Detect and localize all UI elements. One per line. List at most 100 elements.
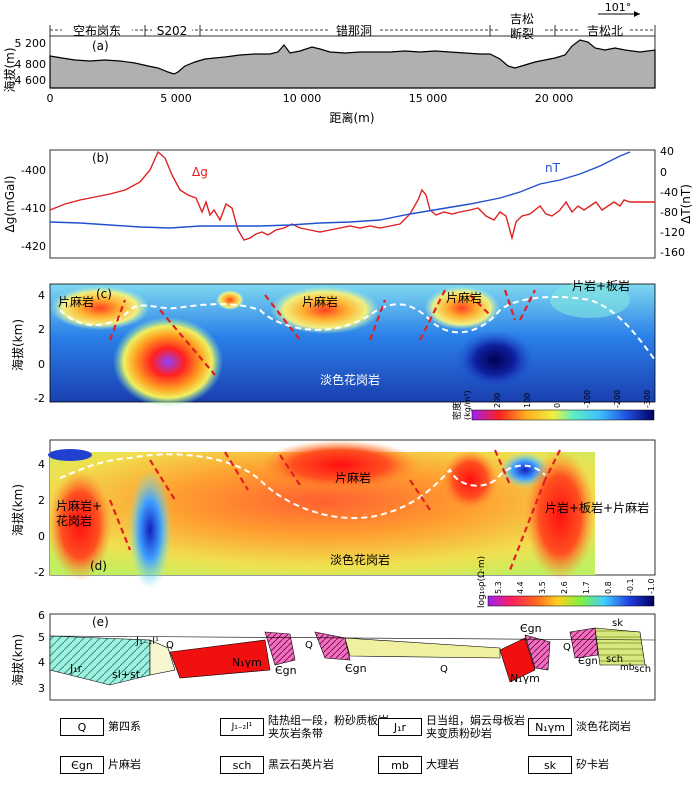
e-label-sch-1: sch: [606, 654, 623, 665]
unit-granite-2: [499, 637, 536, 683]
e-ytick: 3: [38, 682, 45, 695]
a-xtick: 10 000: [283, 92, 322, 105]
panel-d-label: (d): [90, 559, 107, 573]
b-ytick-right: -160: [660, 246, 685, 259]
region-cuonadong: 错那洞: [336, 24, 372, 38]
d-label-gneiss: 片麻岩: [335, 470, 371, 485]
e-label-q-2: Q: [305, 640, 313, 651]
panel-c-label: (c): [96, 287, 112, 301]
legend-text-j1r: 日当组，娟云母板岩 夹变质粉砂岩: [426, 714, 525, 740]
c-label-gneiss-3: 片麻岩: [446, 290, 482, 305]
density-colorbar: [471, 409, 655, 421]
panel-b-label: (b): [92, 151, 109, 165]
panel-b: (b) Δg(mGal) ΔT(nT) -400 -410 -420 40 0 …: [3, 145, 693, 259]
a-xtick: 5 000: [160, 92, 192, 105]
legend-swatch-gneiss: Єgn: [60, 756, 104, 774]
region-fault: 断裂: [510, 26, 534, 41]
legend-swatch-granite: N₁γm: [528, 718, 572, 736]
a-ytick: 4 600: [15, 74, 47, 87]
e-ytick: 4: [38, 656, 45, 669]
resistivity-colorbar: [487, 595, 655, 607]
b-ytick-left: -410: [21, 202, 46, 215]
c-cbar-tick: 0: [553, 403, 562, 408]
panel-d: (d) 片麻岩 片麻岩+ 花岗岩 片岩+板岩+片麻岩 淡色花岗岩 海拔(km) …: [10, 439, 656, 608]
legend-text-q: 第四系: [108, 720, 141, 733]
a-ytick: 5 200: [15, 37, 47, 50]
d-cbar-tick: 0.8: [604, 581, 613, 594]
b-ytick-right: -80: [660, 206, 678, 219]
b-ytick-left: -420: [21, 240, 46, 253]
panel-e-label: (e): [92, 615, 109, 629]
e-label-granite-1: N₁γm: [232, 656, 262, 669]
legend-swatch-q: Q: [60, 718, 104, 736]
d-ytick: 2: [38, 494, 45, 507]
c-cbar-tick: -100: [583, 390, 592, 408]
dg-series-label: Δg: [192, 165, 208, 179]
region-jisong-north: 吉松北: [587, 24, 623, 38]
e-ytick: 6: [38, 610, 45, 622]
b-ytick-right: -120: [660, 226, 685, 239]
nt-series-label: nT: [545, 161, 561, 175]
d-cbar-tick: 5.3: [494, 581, 503, 594]
dg-curve: [49, 150, 655, 241]
c-cbar-tick: -300: [643, 390, 652, 408]
unit-schist: [594, 627, 646, 666]
b-ylabel-right: ΔT(nT): [679, 184, 693, 224]
elevation-profile: [49, 39, 656, 89]
legend-text-gneiss: 片麻岩: [108, 758, 141, 771]
e-label-j1r: J₁r: [69, 662, 83, 675]
legend-swatch-j1r: J₁r: [378, 718, 422, 736]
d-label-schist-slate-gneiss: 片岩+板岩+片麻岩: [545, 500, 649, 515]
e-label-q-3: Q: [440, 664, 448, 675]
d-label-leucogranite: 淡色花岗岩: [330, 552, 390, 567]
d-label-gneiss-granite-2: 花岗岩: [56, 513, 92, 528]
e-label-q-4: Q: [563, 642, 571, 653]
c-label-gneiss-1: 片麻岩: [58, 294, 94, 309]
unit-granite-1: [169, 639, 271, 679]
c-colorbar-unit: (kg/m³): [463, 390, 472, 420]
region-jisong: 吉松: [510, 12, 534, 26]
e-label-sch-2: sch: [634, 664, 651, 675]
a-xlabel: 距离(m): [329, 110, 374, 125]
legend-swatch-sk: sk: [528, 756, 572, 774]
d-ytick: -2: [34, 566, 45, 579]
e-label-gneiss-4: Єgn: [578, 656, 598, 667]
unit-q-1: [344, 637, 501, 659]
unit-gneiss-4: [569, 627, 599, 659]
e-label-granite-2: N₁γm: [510, 672, 540, 685]
c-label-gneiss-2: 片麻岩: [302, 294, 338, 309]
panel-a-ylabel: 海拔(m): [2, 47, 17, 92]
c-colorbar-title: 密度: [451, 402, 463, 420]
d-cbar-tick: -1.0: [647, 578, 656, 594]
c-ytick: 4: [38, 289, 45, 302]
b-ytick-right: -40: [660, 186, 678, 199]
c-cbar-tick: -200: [613, 390, 622, 408]
c-cbar-tick: 100: [523, 393, 532, 408]
e-ylabel: 海拔(km): [10, 634, 25, 686]
d-cbar-tick: 3.5: [538, 581, 547, 594]
d-cbar-tick: 4.4: [516, 581, 525, 594]
panel-c: (c) 片麻岩 片麻岩 片麻岩 片岩+板岩 淡色花岗岩 海拔(km) 4 2 0…: [10, 280, 656, 421]
legend-swatch-j12l: J₁₋₂l¹: [220, 718, 264, 736]
c-label-schist-slate: 片岩+板岩: [572, 280, 630, 293]
e-label-slst: sl+st: [112, 668, 141, 681]
e-label-gneiss-2: Єgn: [345, 662, 367, 675]
region-s202: S202: [157, 24, 188, 38]
panel-e: (e) J₁r sl+st J₁₋₂l¹ Q N₁γm Єgn Q Єgn Q …: [10, 610, 656, 701]
legend-text-granite: 淡色花岗岩: [576, 720, 631, 733]
b-ytick-right: 40: [660, 145, 674, 158]
d-cbar-tick: 2.6: [560, 581, 569, 594]
c-ytick: -2: [34, 392, 45, 405]
legend-text-sch: 黑云石英片岩: [268, 758, 334, 771]
a-ytick: 4 800: [15, 58, 47, 71]
b-ytick-right: 0: [660, 166, 667, 179]
d-ytick: 4: [38, 458, 45, 471]
panel-a-label: (a): [92, 39, 109, 53]
d-label-gneiss-granite-1: 片麻岩+: [56, 498, 102, 513]
legend-swatch-mb: mb: [378, 756, 422, 774]
unit-gneiss-2: [314, 631, 351, 661]
a-xtick: 15 000: [409, 92, 448, 105]
unit-gneiss-1: [264, 631, 296, 666]
c-ytick: 2: [38, 323, 45, 336]
e-label-mb: mb: [620, 663, 635, 673]
